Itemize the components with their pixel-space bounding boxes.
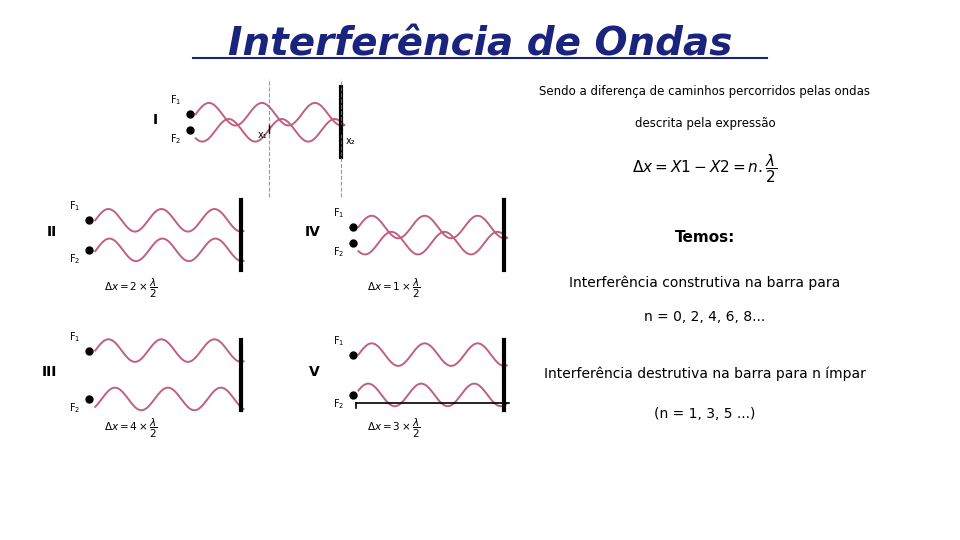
- Text: V: V: [309, 365, 320, 379]
- Text: F$_1$: F$_1$: [69, 330, 81, 343]
- Text: F$_1$: F$_1$: [170, 93, 181, 107]
- Text: Sendo a diferença de caminhos percorridos pelas ondas: Sendo a diferença de caminhos percorrido…: [540, 85, 871, 98]
- Text: IV: IV: [304, 225, 320, 239]
- Text: III: III: [41, 365, 57, 379]
- Text: x₂: x₂: [346, 136, 355, 146]
- Text: I: I: [153, 112, 157, 126]
- Text: F$_2$: F$_2$: [332, 397, 344, 411]
- Text: $\Delta x = 2 \times \dfrac{\lambda}{2}$: $\Delta x = 2 \times \dfrac{\lambda}{2}$: [104, 277, 157, 300]
- Text: $\Delta x = X1 - X2 = n.\dfrac{\lambda}{2}$: $\Delta x = X1 - X2 = n.\dfrac{\lambda}{…: [633, 152, 778, 185]
- Text: F$_1$: F$_1$: [332, 334, 344, 348]
- Text: F$_2$: F$_2$: [69, 401, 81, 415]
- Text: F$_2$: F$_2$: [332, 245, 344, 259]
- Text: F$_2$: F$_2$: [170, 132, 181, 146]
- Text: n = 0, 2, 4, 6, 8...: n = 0, 2, 4, 6, 8...: [644, 310, 765, 325]
- Text: Interferência de Ondas: Interferência de Ondas: [228, 25, 732, 64]
- Text: II: II: [47, 225, 57, 239]
- Text: F$_1$: F$_1$: [69, 199, 81, 213]
- Text: Temos:: Temos:: [675, 230, 735, 245]
- Text: (n = 1, 3, 5 ...): (n = 1, 3, 5 ...): [655, 407, 756, 421]
- Text: Interferência construtiva na barra para: Interferência construtiva na barra para: [569, 275, 841, 290]
- Text: x₁: x₁: [258, 130, 268, 140]
- Text: Interferência destrutiva na barra para n ímpar: Interferência destrutiva na barra para n…: [544, 367, 866, 381]
- Text: $\Delta x = 4 \times \dfrac{\lambda}{2}$: $\Delta x = 4 \times \dfrac{\lambda}{2}$: [104, 417, 157, 440]
- Text: F$_2$: F$_2$: [69, 252, 81, 266]
- Text: $\Delta x = 3 \times \dfrac{\lambda}{2}$: $\Delta x = 3 \times \dfrac{\lambda}{2}$: [367, 417, 420, 440]
- Text: descrita pela expressão: descrita pela expressão: [635, 117, 776, 130]
- Text: F$_1$: F$_1$: [332, 206, 344, 220]
- Text: $\Delta x = 1 \times \dfrac{\lambda}{2}$: $\Delta x = 1 \times \dfrac{\lambda}{2}$: [367, 277, 420, 300]
